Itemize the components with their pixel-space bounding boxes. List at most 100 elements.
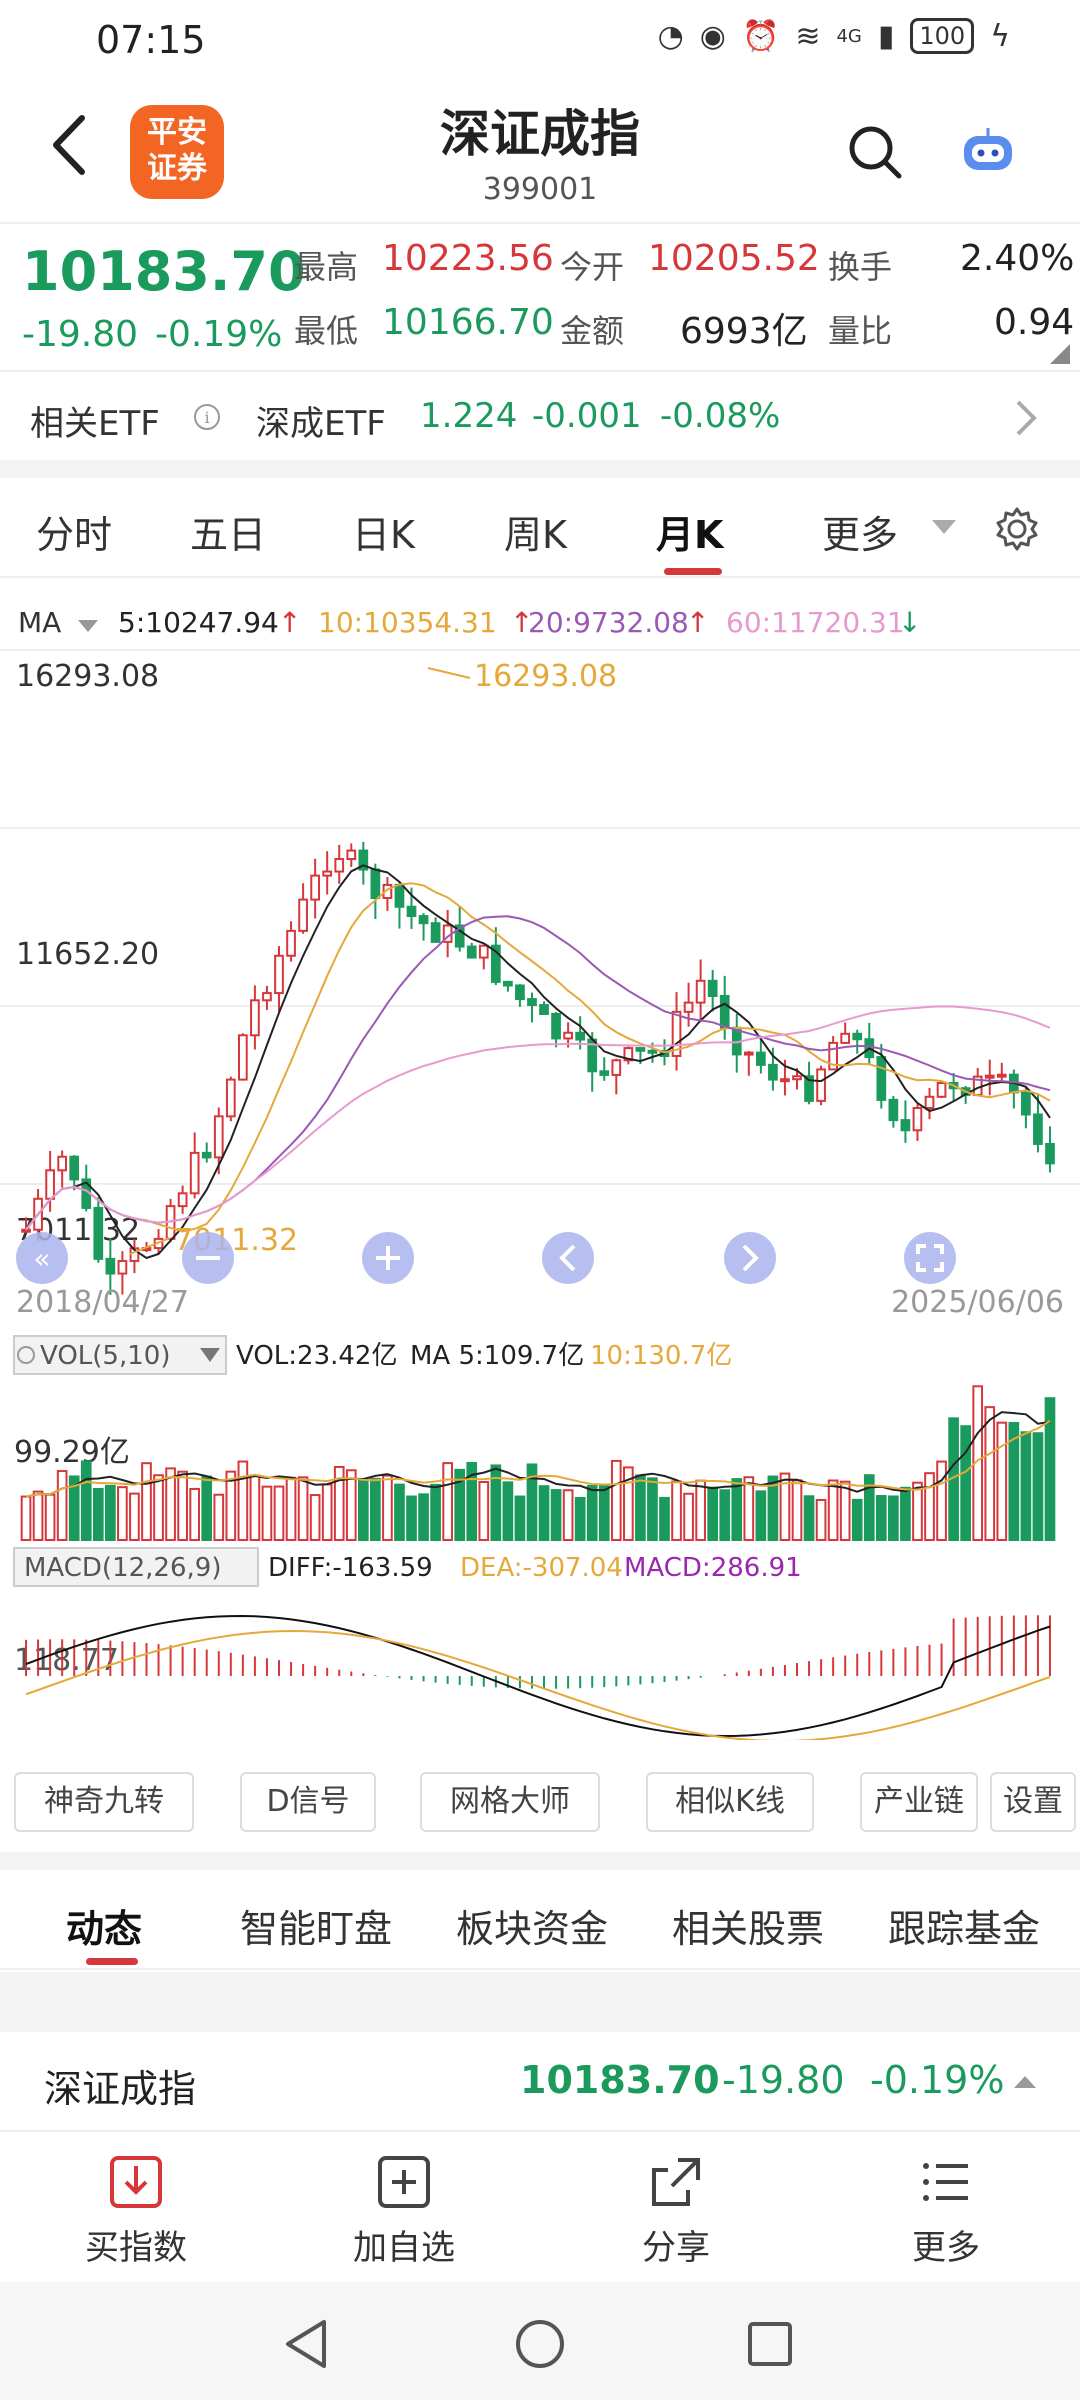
scroll-right-button[interactable] [724, 1232, 776, 1284]
volume-bar [165, 1467, 176, 1541]
macd-diff: DIFF:-163.59 [268, 1553, 433, 1583]
volume-bar [839, 1480, 851, 1541]
candle-body [262, 992, 272, 1002]
tab-daily-k[interactable]: 日K [352, 513, 415, 557]
tab-news[interactable]: 动态 [66, 1907, 143, 1951]
volume-bar [803, 1495, 815, 1541]
volume-bar [574, 1496, 586, 1541]
tab-more[interactable]: 更多 [822, 513, 899, 557]
volume-bar [1032, 1432, 1044, 1542]
tab-sector-funds[interactable]: 板块资金 [456, 1907, 609, 1951]
candle-body [719, 994, 730, 1029]
zoom-out-button[interactable] [182, 1232, 234, 1284]
tab-related-stocks[interactable]: 相关股票 [672, 1907, 825, 1951]
candle-body [177, 1192, 188, 1208]
index-code: 399001 [482, 172, 598, 207]
date-start: 2018/04/27 [16, 1285, 189, 1320]
tab-smart-monitor[interactable]: 智能盯盘 [240, 1907, 393, 1951]
caret-up-icon[interactable] [1014, 2074, 1036, 2090]
turnover-label: 换手 [828, 248, 893, 286]
candle-body [274, 954, 284, 995]
volume-bar [418, 1493, 429, 1541]
ma10-up-arrow: ↑ [510, 606, 533, 639]
related-etf-row[interactable]: 相关ETF i 深成ETF 1.224 -0.001 -0.08% [0, 370, 1080, 460]
ma-dropdown-icon[interactable] [78, 620, 98, 632]
volume-bar [936, 1460, 947, 1542]
open-label: 今开 [560, 248, 625, 286]
volume-indicator-selector[interactable] [13, 1335, 227, 1375]
more-label: 更多 [912, 2228, 980, 2268]
back-icon[interactable] [40, 110, 100, 180]
volume-bar [598, 1485, 610, 1542]
tab-tracking-funds[interactable]: 跟踪基金 [888, 1907, 1041, 1951]
mini-quote-bar[interactable]: 深证成指 10183.70 -19.80 -0.19% [0, 2032, 1080, 2132]
tab-monthly-k[interactable]: 月K [656, 513, 724, 557]
share-button[interactable]: 分享 [596, 2154, 756, 2269]
speed-icon: ◔ [657, 18, 684, 54]
high-label: 最高 [294, 248, 359, 286]
nav-home-icon[interactable] [514, 2318, 566, 2370]
robot-assistant-icon[interactable] [960, 128, 1016, 178]
macd-indicator-selector[interactable] [13, 1547, 259, 1587]
candle-body [780, 1078, 790, 1083]
status-time: 07:15 [96, 18, 206, 62]
similar-kline-button[interactable]: 相似K线 [646, 1772, 814, 1832]
volume-bar [406, 1495, 417, 1541]
volume-bar [177, 1470, 188, 1541]
add-watchlist-button[interactable]: 加自选 [324, 2154, 484, 2269]
candle-body [382, 883, 393, 899]
rewind-button[interactable]: « [16, 1232, 68, 1284]
volume-ratio-value: 0.94 [994, 302, 1075, 343]
industry-chain-button[interactable]: 产业链 [860, 1772, 978, 1832]
more-button[interactable]: 更多 [866, 2154, 1026, 2269]
rewind-icon: « [33, 1242, 50, 1275]
expand-corner-icon[interactable] [1050, 344, 1070, 364]
scroll-left-button[interactable] [542, 1232, 594, 1284]
nav-recents-icon[interactable] [746, 2320, 794, 2368]
volume-bar [659, 1496, 670, 1542]
kline-chart[interactable]: MA 5:10247.94 ↑ 10:10354.31 ↑ 20:9732.08… [0, 590, 1080, 1740]
fullscreen-button[interactable] [904, 1232, 956, 1284]
volume-bar [237, 1460, 249, 1542]
low-value: 10166.70 [382, 302, 554, 343]
buy-index-button[interactable]: 买指数 [56, 2154, 216, 2269]
zoom-in-button[interactable] [362, 1232, 414, 1284]
share-label: 分享 [642, 2228, 710, 2268]
volume-bar [996, 1421, 1008, 1541]
d-signal-button[interactable]: D信号 [240, 1772, 376, 1832]
tab-weekly-k[interactable]: 周K [504, 513, 567, 557]
charging-icon: ϟ [990, 18, 1010, 54]
etf-change-pct: -0.08% [660, 396, 781, 436]
candle-body [840, 1032, 851, 1044]
chevron-right-icon[interactable] [1010, 398, 1040, 438]
volume-ma10-line [25, 1420, 1051, 1498]
search-icon[interactable] [845, 122, 905, 182]
price-change: -19.80 [22, 314, 139, 355]
info-icon[interactable] [17, 1346, 35, 1364]
dropdown-icon[interactable] [932, 520, 956, 536]
mini-quote-name: 深证成指 [44, 2067, 197, 2111]
nav-back-icon[interactable] [282, 2318, 330, 2370]
volume-bar [550, 1489, 562, 1541]
volume-bar [117, 1486, 128, 1542]
candle-body [900, 1119, 911, 1132]
magic-nine-button[interactable]: 神奇九转 [14, 1772, 194, 1832]
settings-gear-icon[interactable] [994, 506, 1040, 552]
grid-master-button[interactable]: 网格大师 [420, 1772, 600, 1832]
volume-bar [20, 1495, 32, 1542]
volume-bar [767, 1475, 779, 1542]
candle-body [430, 922, 441, 943]
logo-text-line2: 证券 [147, 151, 207, 186]
candle-body [515, 984, 525, 1001]
macd-histogram [25, 1615, 1051, 1689]
candle-body [527, 998, 537, 1007]
tab-five-day[interactable]: 五日 [190, 513, 267, 557]
candle-body [105, 1257, 116, 1275]
volume-bar [719, 1489, 731, 1541]
info-icon[interactable]: i [192, 402, 222, 432]
tab-intraday[interactable]: 分时 [36, 513, 113, 557]
volume-dropdown-icon[interactable] [200, 1348, 220, 1362]
add-watchlist-label: 加自选 [353, 2228, 455, 2268]
settings-button[interactable]: 设置 [990, 1772, 1076, 1832]
download-icon [110, 2156, 162, 2208]
